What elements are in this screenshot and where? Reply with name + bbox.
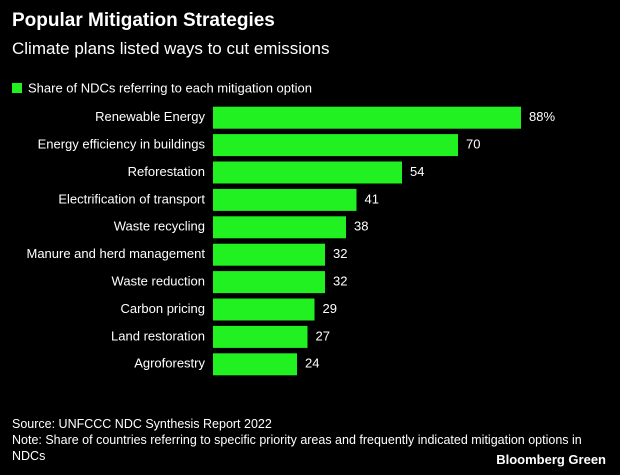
category-label: Energy efficiency in buildings [38,137,206,152]
chart: Share of NDCs referring to each mitigati… [12,80,555,376]
bar [213,216,346,239]
bar [213,271,325,294]
bar [213,106,521,129]
note: Note: Share of countries referring to sp… [12,433,582,463]
value-label: 38 [354,219,368,234]
bar [213,134,458,157]
source: Source: UNFCCC NDC Synthesis Report 2022 [12,417,272,431]
value-label: 54 [410,164,424,179]
bar [213,188,357,211]
legend-swatch [12,83,22,93]
bar [213,353,297,376]
value-label: 41 [365,191,379,206]
chart-title: Popular Mitigation Strategies [12,10,275,31]
category-label: Reforestation [128,164,205,179]
bar [213,243,325,266]
category-label: Agroforestry [134,356,205,371]
category-label: Carbon pricing [120,301,205,316]
category-label: Waste recycling [114,219,205,234]
legend-label: Share of NDCs referring to each mitigati… [28,80,312,95]
bar [213,325,308,348]
category-label: Manure and herd management [26,246,205,261]
category-label: Renewable Energy [95,109,205,124]
value-label: 29 [323,301,337,316]
branding: Bloomberg Green [496,452,606,467]
category-label: Waste reduction [112,274,205,289]
value-label: 88% [529,109,555,124]
bar [213,161,402,184]
value-label: 70 [466,137,480,152]
category-label: Electrification of transport [58,191,205,206]
chart-subtitle: Climate plans listed ways to cut emissio… [12,39,330,58]
value-label: 24 [305,356,319,371]
value-label: 32 [333,246,347,261]
category-label: Land restoration [111,328,205,343]
value-label: 27 [316,328,330,343]
value-label: 32 [333,274,347,289]
bar [213,298,315,321]
